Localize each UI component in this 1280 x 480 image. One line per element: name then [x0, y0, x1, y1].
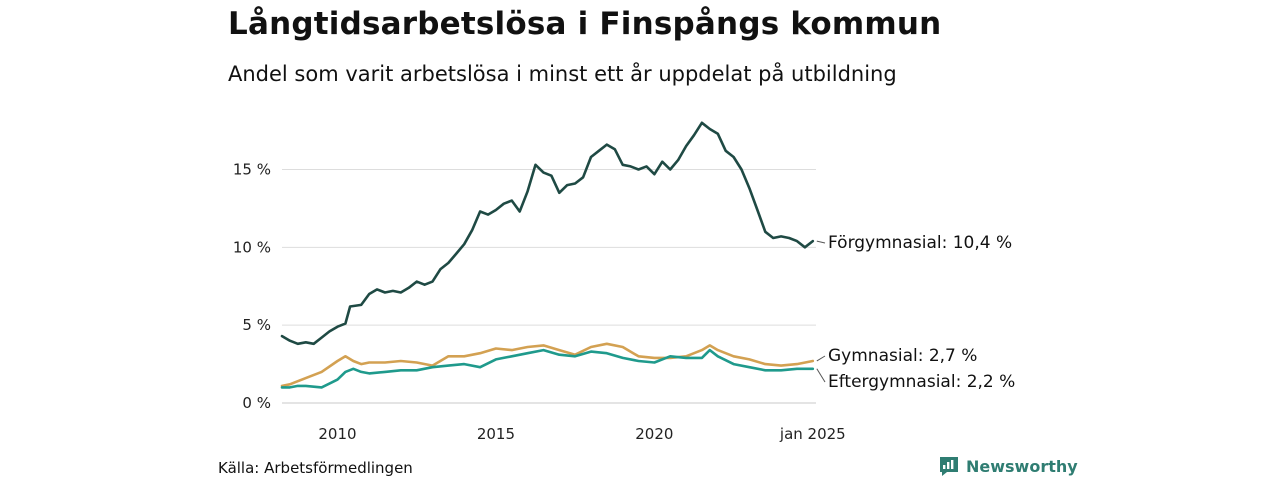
- series-line-gymnasial: [280, 342, 815, 388]
- series-lines: [280, 121, 815, 389]
- series-end-label: Gymnasial: 2,7 %: [828, 346, 977, 366]
- series-line-förgymnasial: [280, 121, 815, 346]
- series-line-eftergymnasial: [280, 348, 815, 389]
- x-axis: 2010 2015 2020 jan 2025: [318, 425, 845, 443]
- label-connector: [816, 240, 826, 244]
- y-tick-label: 0 %: [242, 394, 271, 412]
- y-tick-label: 15 %: [233, 160, 271, 178]
- x-tick-label: jan 2025: [779, 425, 846, 443]
- x-tick-label: 2020: [635, 425, 673, 443]
- y-tick-label: 5 %: [242, 316, 271, 334]
- chart-subtitle: Andel som varit arbetslösa i minst ett å…: [228, 62, 897, 86]
- y-axis: 0 % 5 % 10 % 15 %: [233, 160, 271, 412]
- series-end-label: Eftergymnasial: 2,2 %: [828, 372, 1015, 392]
- series-end-labels: Förgymnasial: 10,4 % Gymnasial: 2,7 % Efte…: [816, 233, 1015, 392]
- label-connector: [816, 368, 826, 383]
- brand-name: Newsworthy: [966, 456, 1078, 476]
- chart-title: Långtidsarbetslösa i Finspångs kommun: [228, 6, 942, 42]
- brand-logo: Newsworthy: [938, 455, 1078, 477]
- label-connector: [816, 355, 826, 362]
- y-tick-label: 10 %: [233, 238, 271, 256]
- x-tick-label: 2015: [477, 425, 515, 443]
- series-end-label: Förgymnasial: 10,4 %: [828, 233, 1012, 253]
- gridlines: [282, 168, 816, 404]
- newsworthy-logo-icon: [940, 457, 958, 476]
- x-tick-label: 2010: [318, 425, 356, 443]
- source-note: Källa: Arbetsförmedlingen: [218, 459, 413, 477]
